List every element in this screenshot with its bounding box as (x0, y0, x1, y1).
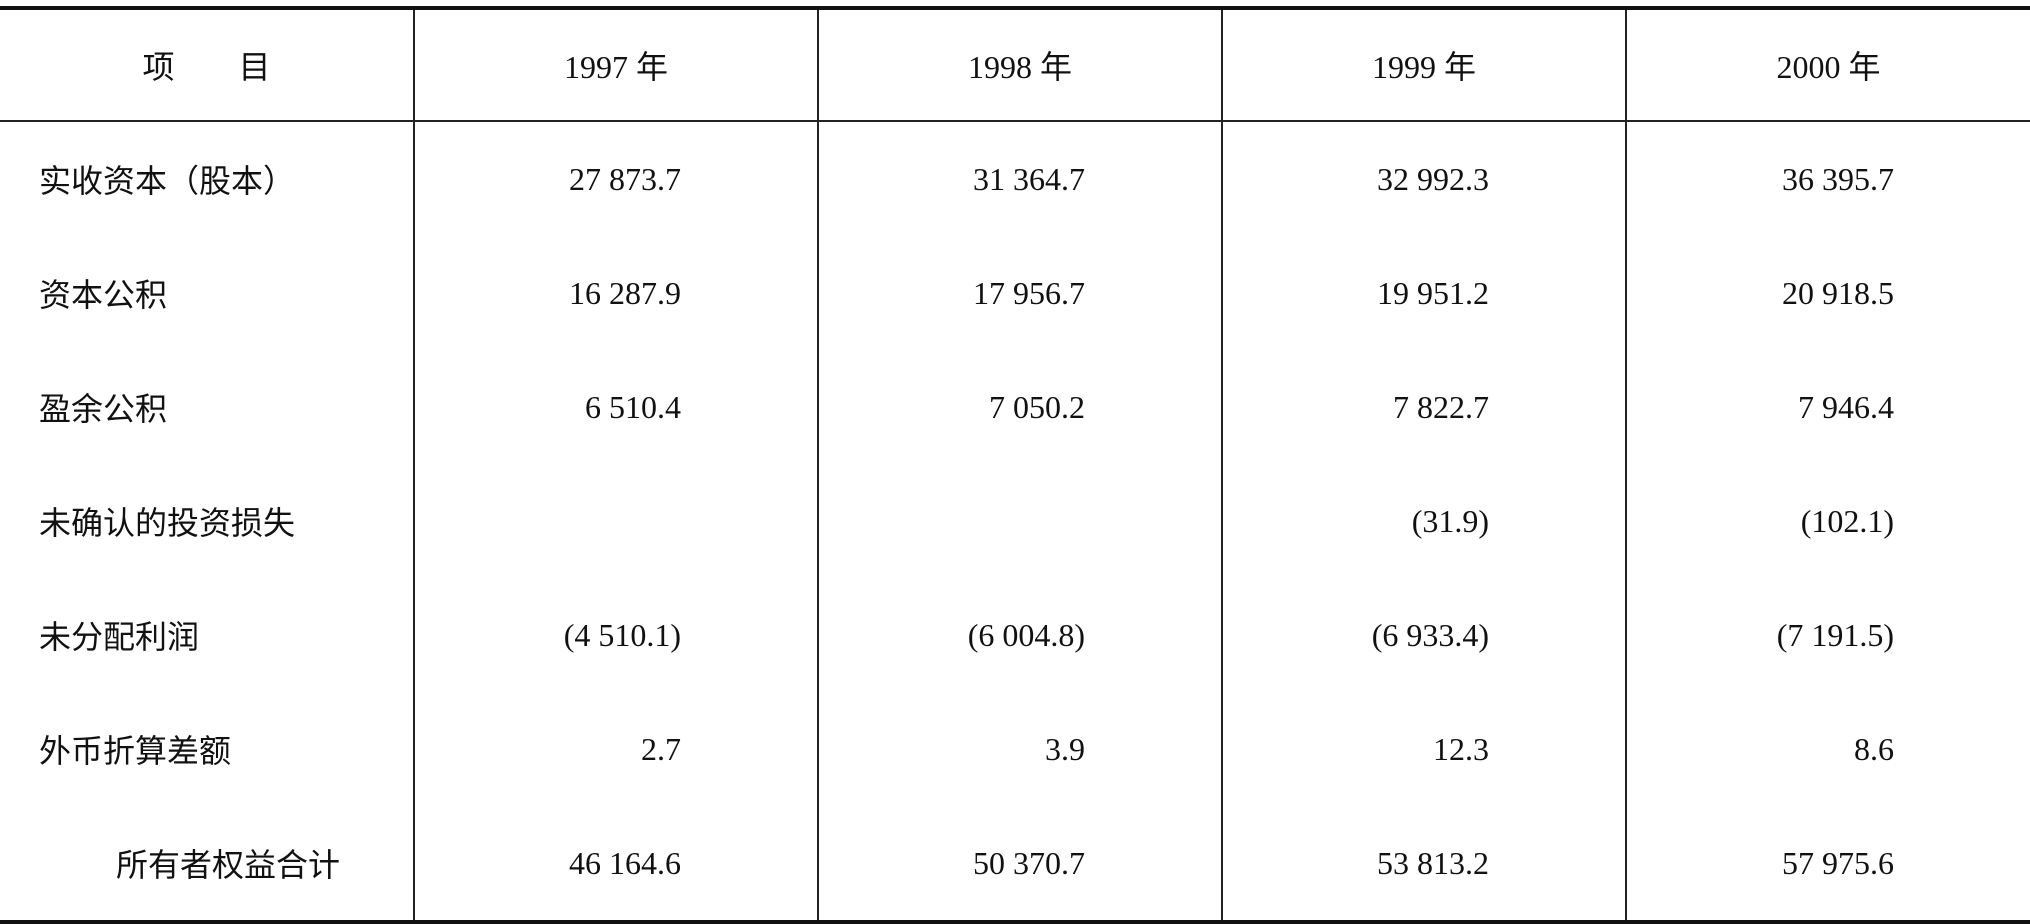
value-cell: 7 822.7 (1221, 350, 1626, 464)
header-row: 项 目 1997 年 1998 年 1999 年 2000 年 (0, 6, 2030, 122)
value-cell: 8.6 (1625, 692, 2030, 806)
value-cell: 6 510.4 (413, 350, 818, 464)
row-label: 未确认的投资损失 (39, 505, 296, 541)
table-row: 未确认的投资损失 (31.9) (102.1) (0, 464, 2030, 578)
value-cell: (7 191.5) (1625, 578, 2030, 692)
header-cell: 项 目 (0, 6, 414, 122)
row-label: 所有者权益合计 (0, 806, 414, 924)
table-row: 实收资本（股本） 27 873.7 31 364.7 32 992.3 36 395.7 (0, 121, 2030, 236)
value-cell: 7 946.4 (1625, 350, 2030, 464)
table-body: 实收资本（股本） 27 873.7 31 364.7 32 992.3 36 395.7… (0, 121, 2030, 924)
row-label: 资本公积 (39, 277, 168, 313)
value-cell (817, 464, 1222, 578)
value-cell: 31 364.7 (817, 121, 1222, 236)
value-cell: 50 370.7 (817, 806, 1222, 924)
header-cell: 1998 年 (817, 6, 1222, 122)
value-cell: 7 050.2 (817, 350, 1222, 464)
value-cell: 53 813.2 (1221, 806, 1626, 924)
value-cell: (6 004.8) (817, 578, 1222, 692)
value-cell: 3.9 (817, 692, 1222, 806)
value-cell: 57 975.6 (1625, 806, 2030, 924)
table-row: 未分配利润 (4 510.1) (6 004.8) (6 933.4) (7 191.5… (0, 578, 2030, 692)
value-cell: 16 287.9 (413, 236, 818, 350)
value-cell: (102.1) (1625, 464, 2030, 578)
value-cell: 36 395.7 (1625, 121, 2030, 236)
header-cell: 2000 年 (1625, 6, 2030, 122)
header-cell: 1999 年 (1221, 6, 1626, 122)
table-row: 所有者权益合计 46 164.6 50 370.7 53 813.2 57 975.6 (0, 806, 2030, 924)
row-label: 未分配利润 (39, 619, 200, 655)
row-label: 盈余公积 (39, 391, 168, 427)
value-cell: 46 164.6 (413, 806, 818, 924)
table-row: 盈余公积 6 510.4 7 050.2 7 822.7 7 946.4 (0, 350, 2030, 464)
table-row: 外币折算差额 2.7 3.9 12.3 8.6 (0, 692, 2030, 806)
table-row: 资本公积 16 287.9 17 956.7 19 951.2 20 918.5 (0, 236, 2030, 350)
value-cell: 12.3 (1221, 692, 1626, 806)
value-cell: 27 873.7 (413, 121, 818, 236)
table-header: 项 目 1997 年 1998 年 1999 年 2000 年 (0, 6, 2030, 122)
value-cell (413, 464, 818, 578)
row-label: 外币折算差额 (39, 733, 232, 769)
row-label: 实收资本（股本） (39, 163, 296, 199)
value-cell: 17 956.7 (817, 236, 1222, 350)
value-cell: 19 951.2 (1221, 236, 1626, 350)
value-cell: 32 992.3 (1221, 121, 1626, 236)
header-cell: 1997 年 (413, 6, 818, 122)
value-cell: (31.9) (1221, 464, 1626, 578)
equity-table: 项 目 1997 年 1998 年 1999 年 2000 年 实收资本（股本） 27 8… (0, 6, 2030, 924)
value-cell: 2.7 (413, 692, 818, 806)
value-cell: (4 510.1) (413, 578, 818, 692)
value-cell: 20 918.5 (1625, 236, 2030, 350)
value-cell: (6 933.4) (1221, 578, 1626, 692)
